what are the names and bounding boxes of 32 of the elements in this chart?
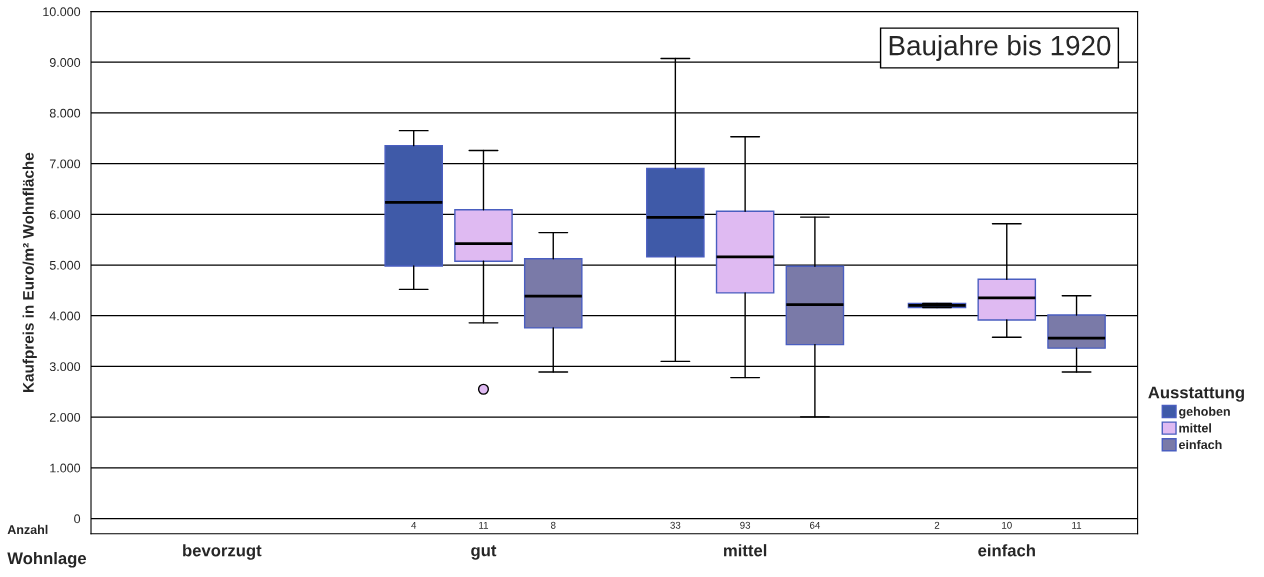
y-tick-label: 4.000 [49, 311, 81, 321]
x-tick-label: bevorzugt [183, 544, 262, 560]
y-tick-label: 9.000 [49, 58, 81, 67]
y-tick-label: 1.000 [50, 463, 81, 473]
y-tick-label: 10.000 [43, 7, 81, 17]
legend-label: einfach [1179, 439, 1222, 450]
text: 2 [934, 521, 940, 529]
text: 33 [670, 521, 681, 529]
y-tick-label: 2.000 [49, 412, 81, 422]
y-tick-label: 0 [74, 514, 81, 524]
legend-label: mittel [1179, 423, 1211, 433]
y-axis-title: Kaufpreis in Euro/m² Wohnfläche [22, 152, 37, 392]
x-tick-label: einfach [978, 544, 1035, 557]
text: 93 [740, 521, 751, 529]
text: 11 [479, 521, 489, 529]
x-tick-label: gut [471, 545, 497, 560]
text: 4 [411, 521, 417, 529]
y-tick-label: 8.000 [49, 108, 81, 118]
text: Anzahl [7, 524, 48, 535]
text: 11 [1072, 521, 1082, 529]
legend-title: Ausstattung [1148, 386, 1244, 402]
y-tick-label: 5.000 [49, 260, 81, 270]
text: Baujahre bis 1920 [889, 35, 1111, 61]
y-tick-label: 6.000 [49, 210, 81, 219]
y-tick-label: 7.000 [49, 159, 81, 169]
text: 10 [1002, 521, 1012, 529]
x-tick-label: mittel [724, 544, 767, 557]
text: 64 [809, 521, 821, 529]
text: 8 [550, 521, 556, 529]
x-axis-title: Wohnlage [7, 552, 87, 568]
y-tick-label: 3.000 [49, 362, 81, 372]
legend-label: gehoben [1179, 406, 1230, 419]
